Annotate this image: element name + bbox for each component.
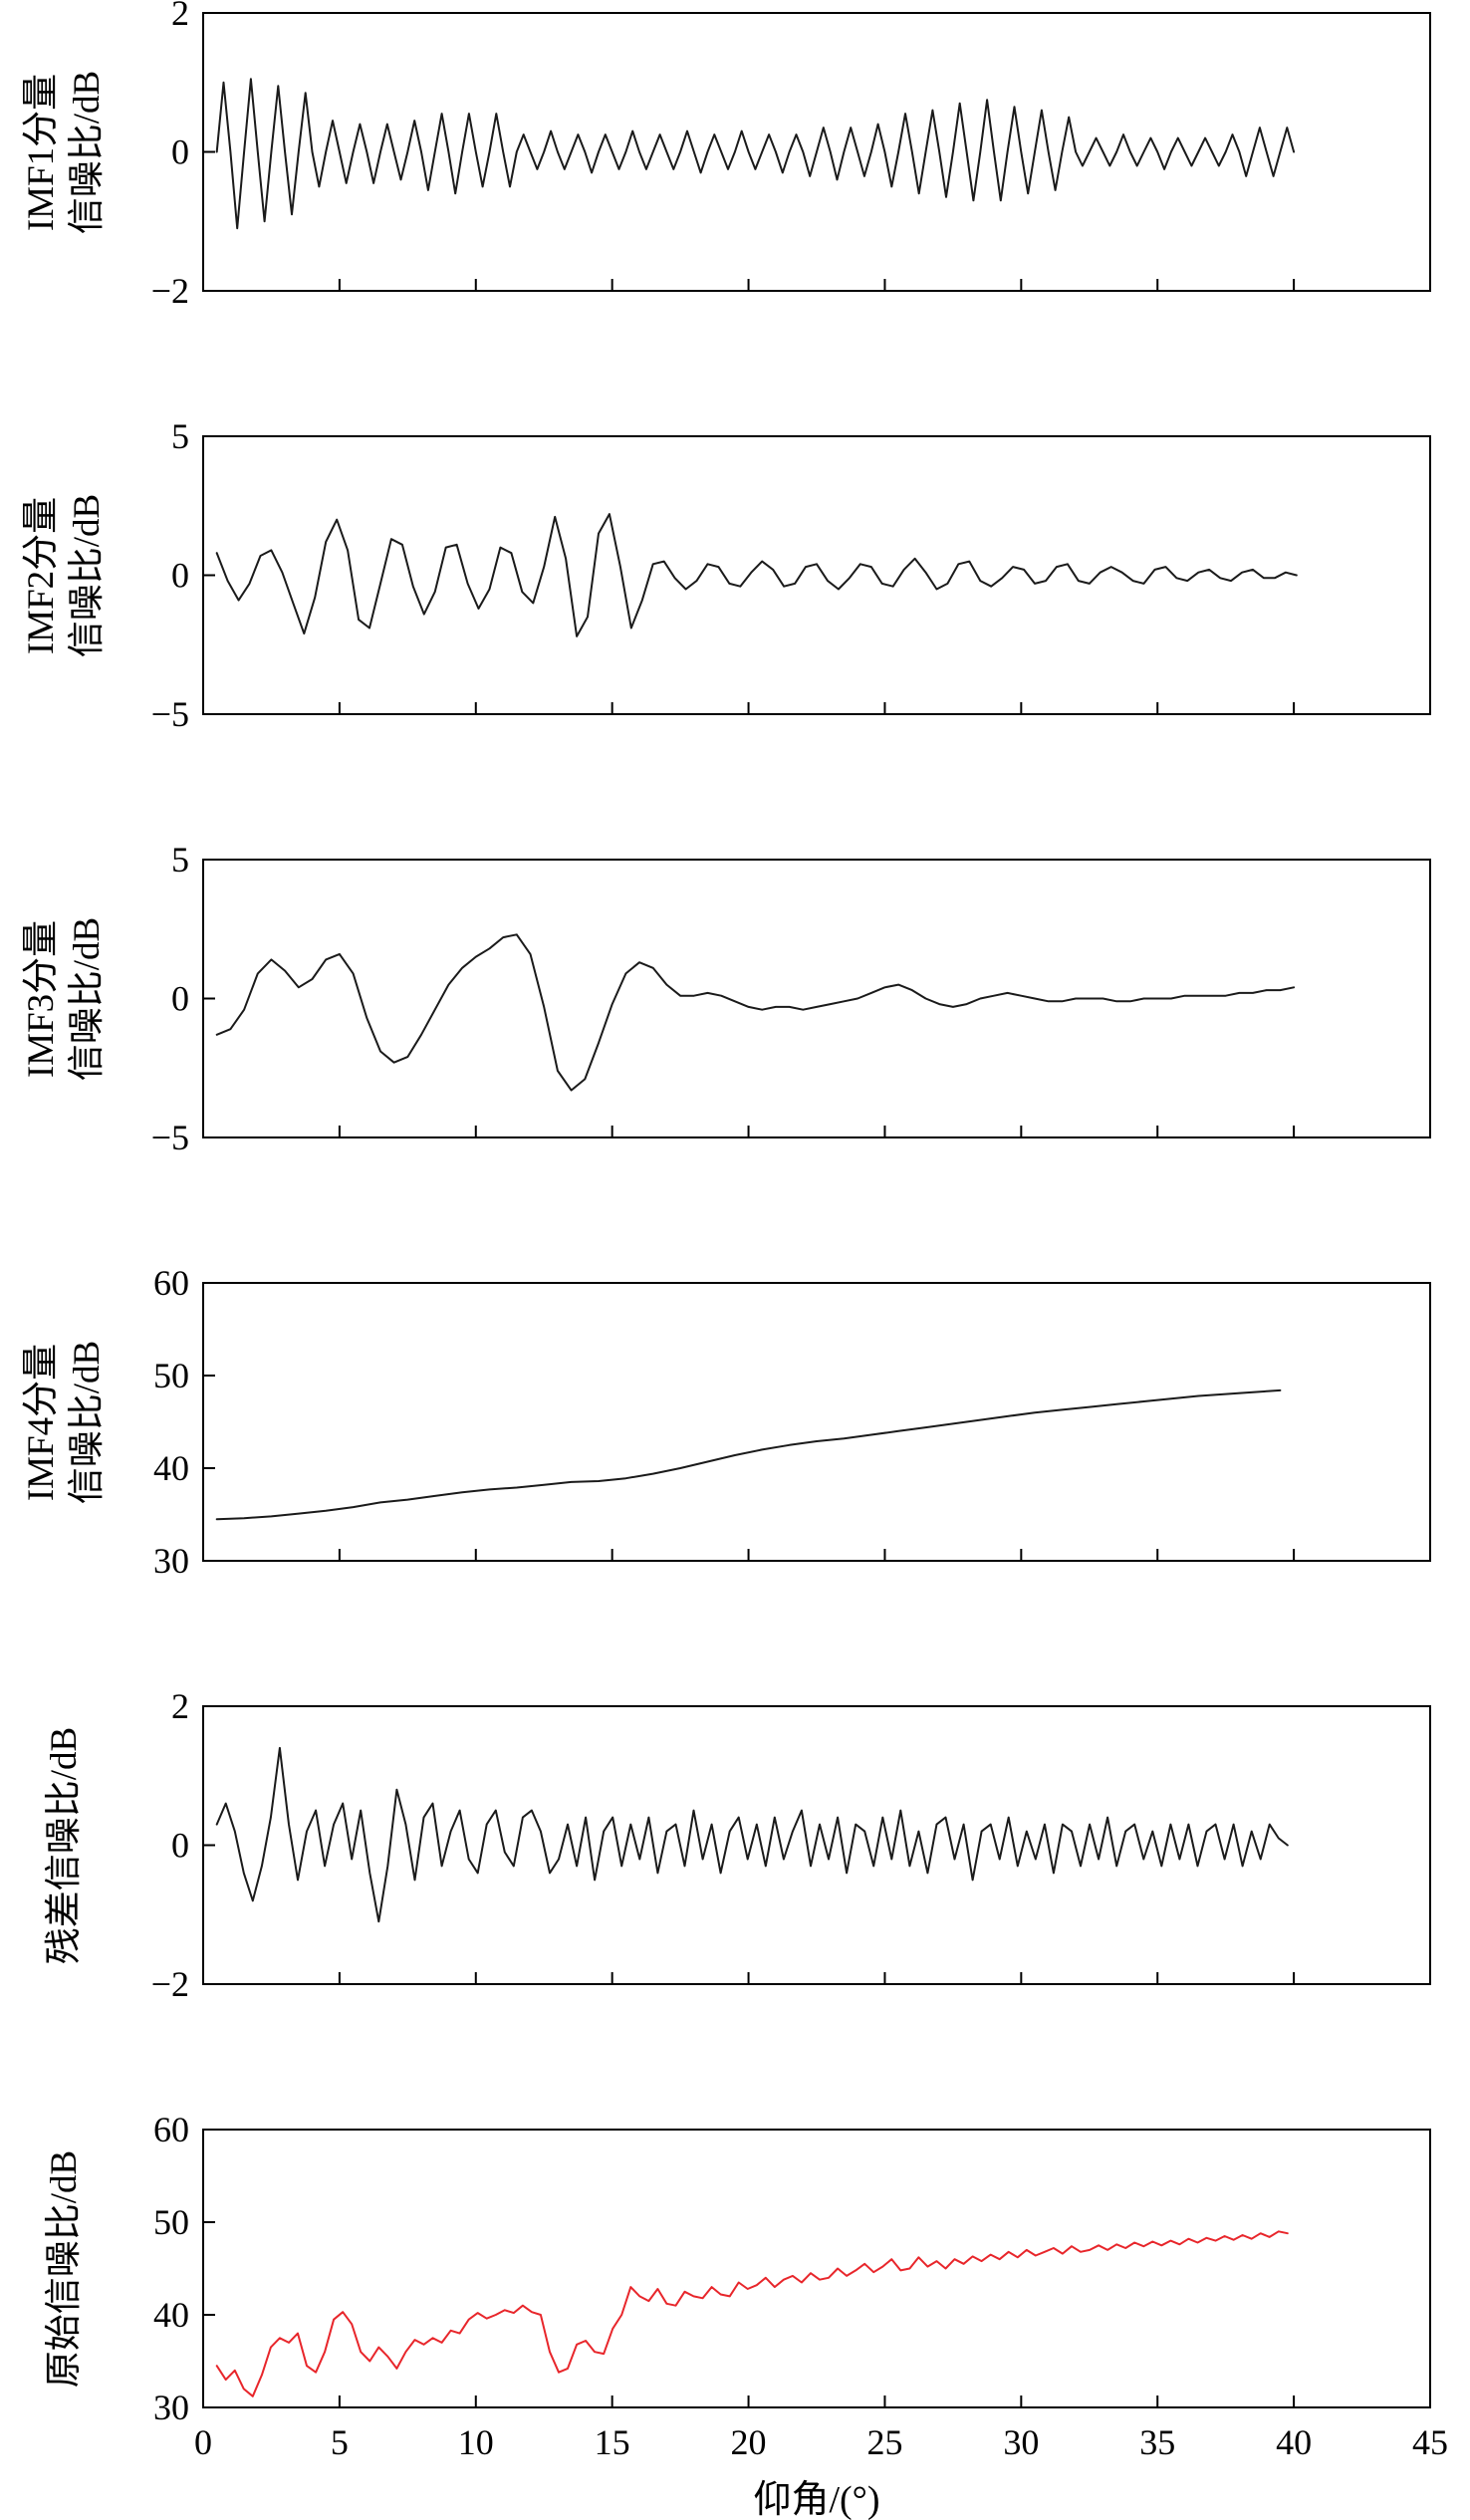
imf3-subplot: IMF3分量 信噪比/dB −5 0 5 [0,840,1470,1157]
original-plot-canvas: 30 40 50 60 [153,2110,1431,2427]
y-tick-label: 0 [171,979,189,1019]
imf2-plot-frame [202,435,1431,715]
y-tick-label: −2 [151,1964,189,2004]
imf4-y-axis-label: IMF4分量 信噪比/dB [19,1340,112,1503]
y-tick-label: −5 [151,1118,189,1157]
x-axis-spacer [0,2410,129,2520]
imf1-series-line [215,78,1296,230]
imf4-ylabel-zone: IMF4分量 信噪比/dB [0,1280,129,1564]
y-tick-label: 0 [171,132,189,172]
y-tick-label: 40 [153,2295,189,2335]
y-tick-label: 0 [171,1826,189,1866]
residual-subplot: 残差信噪比/dB −2 0 2 [0,1686,1470,2004]
y-tick-label: 50 [153,1356,189,1395]
y-tick-label: 5 [171,416,189,456]
imf1-ylabel-zone: IMF1分量 信噪比/dB [0,10,129,294]
imf2-ylabel-line2: 信噪比/dB [67,493,108,657]
imf2-ylabel-zone: IMF2分量 信噪比/dB [0,433,129,717]
imf2-series-line [215,513,1298,637]
residual-series-line [215,1746,1289,1923]
y-tick-label: −5 [151,694,189,734]
y-tick-label: 30 [153,2388,189,2427]
imf3-plot-canvas: −5 0 5 [151,840,1431,1157]
imf1-ylabel-line2: 信噪比/dB [67,70,108,234]
y-tick-label: −2 [151,271,189,311]
x-tick-label: 20 [731,2422,767,2462]
imf4-series-line [215,1388,1282,1521]
imf3-ylabel-line2: 信噪比/dB [67,916,108,1081]
y-tick-label: 5 [171,840,189,880]
imf2-plot-canvas: −5 0 5 [151,416,1431,734]
imf3-ylabel-zone: IMF3分量 信噪比/dB [0,857,129,1140]
imf3-series-line [215,933,1296,1092]
x-tick-label: 15 [595,2422,630,2462]
y-tick-label: 50 [153,2202,189,2242]
imf4-plot-frame [202,1282,1431,1562]
imf3-y-axis-label: IMF3分量 信噪比/dB [19,916,112,1080]
x-tick-label: 45 [1412,2422,1448,2462]
x-tick-label: 30 [1003,2422,1039,2462]
x-tick-label: 35 [1139,2422,1175,2462]
x-tick-label: 5 [331,2422,349,2462]
imf1-plot-canvas: −2 0 2 [151,0,1431,311]
residual-y-axis-label: 残差信噪比/dB [42,1726,88,1963]
imf1-subplot: IMF1分量 信噪比/dB −2 0 2 [0,0,1470,311]
y-tick-label: 2 [171,1686,189,1726]
y-tick-label: 60 [153,2110,189,2149]
imf4-plot-canvas: 30 40 50 60 [153,1263,1431,1581]
y-tick-label: 60 [153,1263,189,1303]
imf1-y-axis-label: IMF1分量 信噪比/dB [19,70,112,233]
imf3-plot-frame [202,859,1431,1138]
y-tick-label: 2 [171,0,189,33]
x-axis-title: 仰角/(°) [753,2479,879,2520]
original-ylabel-line1: 原始信噪比/dB [43,2149,85,2388]
imf4-ylabel-line2: 信噪比/dB [67,1340,108,1504]
y-tick-label: 0 [171,556,189,596]
imf3-ylabel-line1: IMF3分量 [20,919,62,1078]
residual-ylabel-line1: 残差信噪比/dB [43,1726,85,1964]
original-y-axis-label: 原始信噪比/dB [42,2149,88,2387]
residual-plot-canvas: −2 0 2 [151,1686,1431,2004]
x-tick-label: 10 [458,2422,494,2462]
original-subplot: 原始信噪比/dB 30 40 50 60 [0,2110,1470,2427]
x-axis-area: 仰角/(°) 0 5 10 15 20 25 30 35 40 45 [0,2410,1470,2520]
imf1-ylabel-line1: IMF1分量 [20,73,62,231]
imf4-subplot: IMF4分量 信噪比/dB 30 40 50 60 [0,1263,1470,1581]
x-axis-labels: 仰角/(°) 0 5 10 15 20 25 30 35 40 45 [194,2422,1448,2520]
imf2-ylabel-line1: IMF2分量 [20,496,62,654]
imf2-subplot: IMF2分量 信噪比/dB −5 0 5 [0,416,1470,734]
x-tick-label: 25 [866,2422,902,2462]
y-tick-label: 30 [153,1541,189,1581]
x-tick-label: 40 [1276,2422,1312,2462]
x-tick-label: 0 [194,2422,212,2462]
residual-ylabel-zone: 残差信噪比/dB [0,1703,129,1987]
imf2-y-axis-label: IMF2分量 信噪比/dB [19,493,112,656]
original-plot-frame [202,2129,1431,2408]
original-ylabel-zone: 原始信噪比/dB [0,2127,129,2410]
residual-plot-frame [202,1705,1431,1985]
original-series-line [215,2230,1289,2397]
y-tick-label: 40 [153,1448,189,1488]
imf4-ylabel-line1: IMF4分量 [20,1343,62,1501]
